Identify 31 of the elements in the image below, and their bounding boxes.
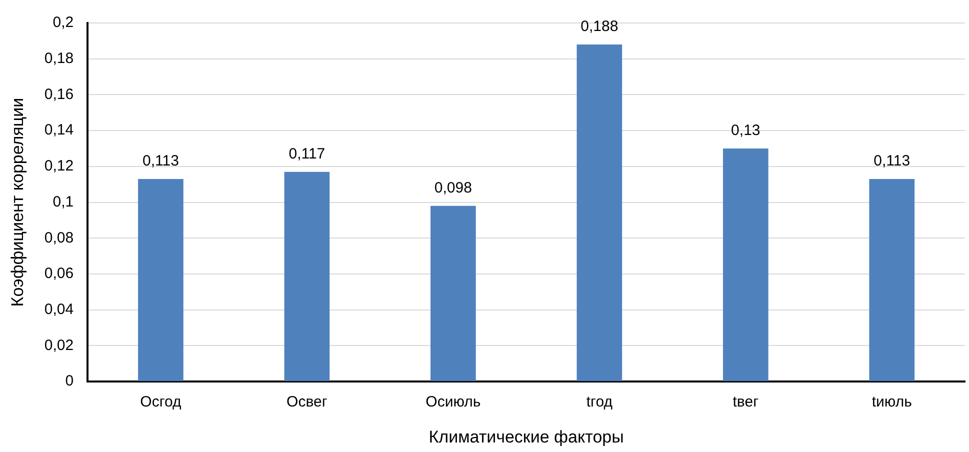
y-tick-label: 0,04 bbox=[44, 301, 74, 318]
x-tick-label: tиюль bbox=[872, 394, 912, 411]
y-tick-label: 0,02 bbox=[44, 336, 74, 354]
y-tick-label: 0,14 bbox=[44, 122, 74, 139]
data-label: 0,113 bbox=[874, 152, 910, 170]
bar bbox=[284, 172, 330, 382]
data-label: 0,098 bbox=[434, 180, 472, 197]
bar bbox=[722, 148, 768, 382]
y-tick-label: 0,2 bbox=[52, 14, 74, 32]
bar bbox=[138, 178, 184, 382]
x-tick-label: Осиюль bbox=[426, 394, 481, 411]
x-tick-label: tвег bbox=[732, 394, 760, 411]
x-tick-label: Освег bbox=[286, 394, 328, 411]
y-tick-label: 0,16 bbox=[44, 86, 74, 103]
y-tick-label: 0 bbox=[65, 372, 74, 390]
y-tick-label: 0,08 bbox=[44, 229, 74, 246]
y-tick-label: 0,06 bbox=[44, 265, 74, 282]
x-axis-title: Климатические факторы bbox=[428, 427, 624, 446]
data-label: 0,13 bbox=[731, 122, 760, 140]
bar bbox=[576, 44, 622, 382]
y-tick-label: 0,18 bbox=[44, 50, 74, 67]
x-tick-label: Осгод bbox=[140, 394, 182, 411]
y-axis-title: Коэффициент корреляции bbox=[8, 98, 27, 307]
bar bbox=[430, 206, 476, 382]
y-tick-label: 0,12 bbox=[44, 158, 74, 175]
bar bbox=[869, 178, 915, 382]
y-tick-label: 0,1 bbox=[52, 193, 74, 210]
data-label: 0,117 bbox=[288, 145, 326, 162]
data-label: 0,113 bbox=[142, 152, 179, 170]
data-label: 0,188 bbox=[580, 18, 618, 36]
x-tick-label: tгод bbox=[586, 394, 613, 411]
